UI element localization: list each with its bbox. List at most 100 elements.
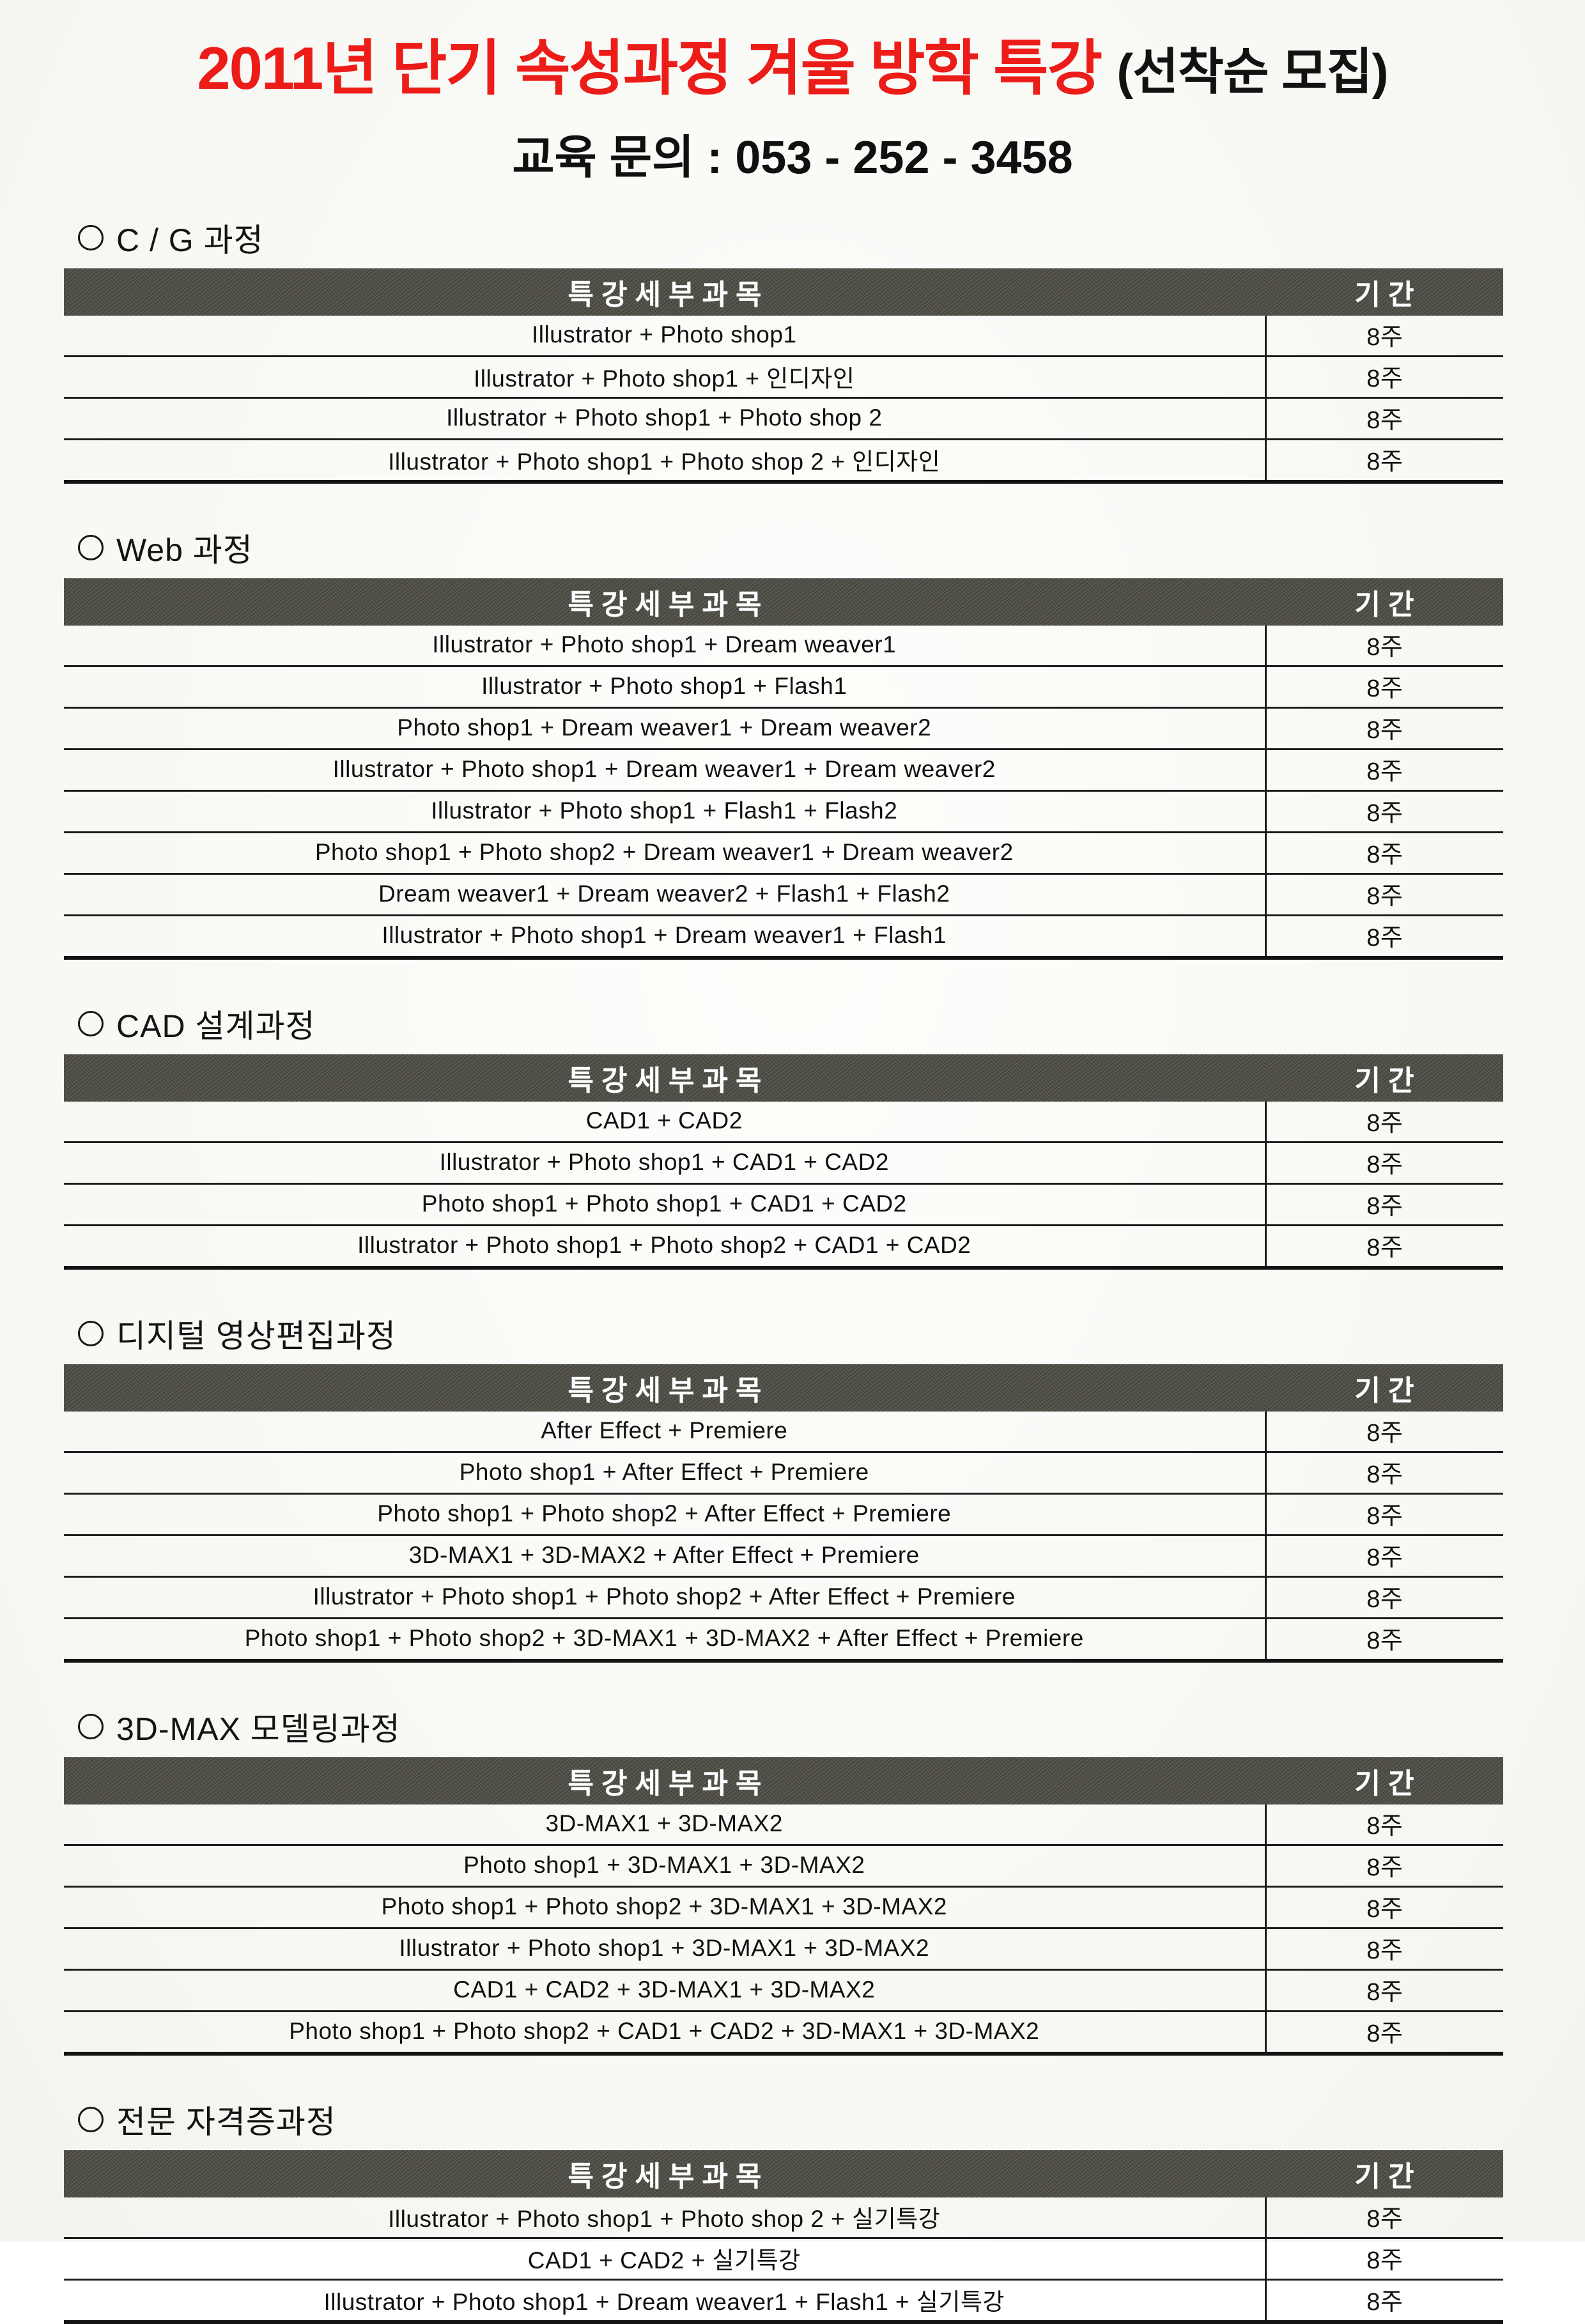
course-section: 전문 자격증과정 특강세부과목 기간 Illustrator + Photo shop… xyxy=(64,2097,1524,2324)
table-row: Illustrator + Photo shop1 + Dream weaver… xyxy=(64,625,1503,666)
cell-subject: Illustrator + Photo shop1 + CAD1 + CAD2 xyxy=(64,1141,1265,1184)
course-table: 특강세부과목 기간 CAD1 + CAD2 8주 Illustrator + Photo… xyxy=(64,1054,1503,1270)
table-row: CAD1 + CAD2 8주 xyxy=(64,1101,1503,1143)
contact-line: 교육 문의 : 053 - 252 - 3458 xyxy=(512,132,1073,183)
column-header-subject: 특강세부과목 xyxy=(64,578,1265,626)
cell-period: 8주 xyxy=(1264,396,1503,440)
table-row: Illustrator + Photo shop1 + 인디자인 8주 xyxy=(64,355,1503,398)
table-header-row: 특강세부과목 기간 xyxy=(64,578,1503,626)
cell-period: 8주 xyxy=(1264,1885,1503,1928)
cell-period: 8주 xyxy=(1264,831,1503,874)
course-table: 특강세부과목 기간 Illustrator + Photo shop1 + Drea… xyxy=(64,578,1503,960)
circle-bullet-icon xyxy=(78,1010,104,1036)
table-row: CAD1 + CAD2 + 실기특강 8주 xyxy=(64,2236,1503,2280)
cell-period: 8주 xyxy=(1264,2278,1503,2324)
cell-subject: After Effect + Premiere xyxy=(541,1417,788,1443)
course-table: 특강세부과목 기간 3D-MAX1 + 3D-MAX2 8주 Photo shop1 +… xyxy=(64,1757,1503,2056)
course-section: 디지털 영상편집과정 특강세부과목 기간 After Effect + Premier… xyxy=(64,1311,1524,1663)
table-row: Photo shop1 + Photo shop2 + After Effect… xyxy=(64,1492,1503,1535)
column-header-subject: 특강세부과목 xyxy=(64,1757,1265,1805)
cell-period: 8주 xyxy=(1264,748,1503,791)
cell-period: 8주 xyxy=(1264,1927,1503,1970)
section-heading: C / G 과정 xyxy=(78,215,1524,261)
table-row: Photo shop1 + 3D-MAX1 + 3D-MAX2 8주 xyxy=(64,1843,1503,1887)
cell-period: 8주 xyxy=(1264,1141,1503,1184)
cell-period: 8주 xyxy=(1264,438,1503,484)
cell-period: 8주 xyxy=(1264,1968,1503,2012)
cell-period: 8주 xyxy=(1264,789,1503,833)
cell-period: 8주 xyxy=(1264,1101,1503,1143)
cell-subject: Photo shop1 + After Effect + Premiere xyxy=(64,1451,1265,1494)
circle-bullet-icon xyxy=(78,534,104,560)
table-header-row: 특강세부과목 기간 xyxy=(64,1757,1503,1805)
circle-bullet-icon xyxy=(78,1713,104,1739)
table-row: CAD1 + CAD2 + 3D-MAX1 + 3D-MAX2 8주 xyxy=(64,1968,1503,2012)
cell-subject: Illustrator + Photo shop1 + 인디자인 xyxy=(64,355,1265,398)
cell-subject: Illustrator + Photo shop1 + Dream weaver… xyxy=(64,748,1265,791)
table-row: Photo shop1 + Photo shop2 + Dream weaver… xyxy=(64,831,1503,874)
cell-period: 8주 xyxy=(1264,355,1503,398)
table-row: Photo shop1 + Photo shop1 + CAD1 + CAD2 8… xyxy=(64,1182,1503,1226)
course-table: 특강세부과목 기간 After Effect + Premiere 8주 Photo s… xyxy=(64,1364,1503,1663)
table-row: Illustrator + Photo shop1 + Photo shop 2… xyxy=(64,396,1503,440)
table-row: Illustrator + Photo shop1 + Photo shop2 … xyxy=(64,1575,1503,1619)
cell-period: 8주 xyxy=(1264,1534,1503,1577)
cell-period: 8주 xyxy=(1264,1575,1503,1619)
cell-period: 8주 xyxy=(1264,706,1503,750)
course-section: CAD 설계과정 특강세부과목 기간 CAD1 + CAD2 8주 Illustrator… xyxy=(64,1001,1524,1270)
table-row: Illustrator + Photo shop1 + Photo shop 2… xyxy=(64,2197,1503,2238)
table-row: Illustrator + Photo shop1 + 3D-MAX1 + 3D… xyxy=(64,1927,1503,1970)
column-header-period: 기간 xyxy=(1265,1054,1503,1102)
cell-period: 8주 xyxy=(1264,2197,1503,2238)
cell-period: 8주 xyxy=(1264,1492,1503,1535)
column-header-period: 기간 xyxy=(1265,1364,1503,1412)
cell-subject: Illustrator + Photo shop1 + Photo shop 2… xyxy=(388,2205,941,2232)
column-header-period: 기간 xyxy=(1265,268,1503,316)
column-header-subject: 특강세부과목 xyxy=(64,268,1265,316)
table-row: Illustrator + Photo shop1 + Photo shop2 … xyxy=(64,1224,1503,1270)
cell-subject: Photo shop1 + Dream weaver1 + Dream weav… xyxy=(64,706,1265,750)
cell-period: 8주 xyxy=(1264,665,1503,708)
table-row: Photo shop1 + Photo shop2 + 3D-MAX1 + 3D… xyxy=(64,1885,1503,1928)
table-row: Dream weaver1 + Dream weaver2 + Flash1 +… xyxy=(64,872,1503,916)
table-row: After Effect + Premiere 8주 xyxy=(64,1411,1503,1452)
cell-subject: 3D-MAX1 + 3D-MAX2 + After Effect + Premi… xyxy=(64,1534,1265,1577)
cell-subject: Illustrator + Photo shop1 + Photo shop2 … xyxy=(64,1224,1265,1270)
cell-period: 8주 xyxy=(1264,1804,1503,1845)
circle-bullet-icon xyxy=(78,224,104,250)
column-header-subject: 특강세부과목 xyxy=(64,2150,1265,2197)
course-table: 특강세부과목 기간 Illustrator + Photo shop1 8주 Illus… xyxy=(64,268,1503,484)
table-row: Illustrator + Photo shop1 + Flash1 8주 xyxy=(64,665,1503,708)
cell-period: 8주 xyxy=(1264,1224,1503,1270)
table-row: Illustrator + Photo shop1 8주 xyxy=(64,315,1503,357)
cell-subject: CAD1 + CAD2 xyxy=(585,1107,743,1134)
column-header-period: 기간 xyxy=(1265,1757,1503,1805)
section-heading-label: 3D-MAX 모델링과정 xyxy=(116,1711,401,1747)
circle-bullet-icon xyxy=(78,1320,104,1346)
table-row: Illustrator + Photo shop1 + Flash1 + Fla… xyxy=(64,789,1503,833)
section-heading: CAD 설계과정 xyxy=(78,1001,1524,1047)
table-row: Illustrator + Photo shop1 + Dream weaver… xyxy=(64,748,1503,791)
cell-subject: Illustrator + Photo shop1 + Dream weaver… xyxy=(64,2278,1265,2324)
cell-subject: Photo shop1 + Photo shop2 + CAD1 + CAD2 … xyxy=(64,2010,1265,2056)
section-heading: Web 과정 xyxy=(78,525,1524,571)
cell-subject: Illustrator + Photo shop1 xyxy=(531,321,797,348)
table-row: Illustrator + Photo shop1 + Photo shop 2… xyxy=(64,438,1503,484)
circle-bullet-icon xyxy=(78,2106,104,2132)
cell-subject: Photo shop1 + Photo shop1 + CAD1 + CAD2 xyxy=(64,1182,1265,1226)
table-row: Photo shop1 + After Effect + Premiere 8주 xyxy=(64,1451,1503,1494)
cell-subject: Illustrator + Photo shop1 + Dream weaver… xyxy=(432,631,897,658)
cell-period: 8주 xyxy=(1264,1451,1503,1494)
cell-period: 8주 xyxy=(1264,914,1503,960)
table-header-row: 특강세부과목 기간 xyxy=(64,1364,1503,1412)
cell-period: 8주 xyxy=(1264,315,1503,357)
cell-period: 8주 xyxy=(1264,1182,1503,1226)
section-heading-label: 전문 자격증과정 xyxy=(116,2104,336,2140)
cell-period: 8주 xyxy=(1264,1843,1503,1887)
cell-subject: Illustrator + Photo shop1 + 3D-MAX1 + 3D… xyxy=(64,1927,1265,1970)
cell-subject: Illustrator + Photo shop1 + Flash1 + Fla… xyxy=(64,789,1265,833)
column-header-subject: 특강세부과목 xyxy=(64,1364,1265,1412)
